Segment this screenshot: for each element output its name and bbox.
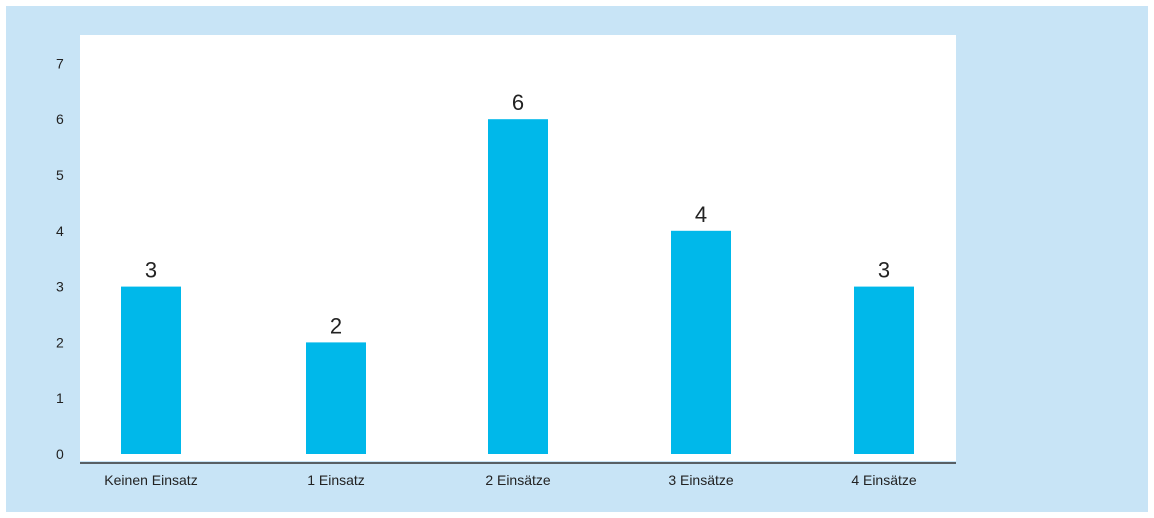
y-tick-label: 1 bbox=[56, 390, 64, 406]
x-category-label: Keinen Einsatz bbox=[104, 472, 197, 488]
data-label: 2 bbox=[330, 313, 342, 338]
data-label: 3 bbox=[145, 258, 157, 283]
bar bbox=[854, 286, 914, 454]
data-label: 3 bbox=[878, 258, 890, 283]
data-label: 4 bbox=[695, 202, 707, 227]
y-tick-label: 3 bbox=[56, 279, 64, 295]
y-tick-label: 6 bbox=[56, 111, 64, 127]
bar bbox=[306, 342, 366, 454]
y-axis-ticks: 0 1 2 3 4 5 6 7 bbox=[56, 55, 64, 462]
bar-chart: 0 1 2 3 4 5 6 7 3 2 6 4 3 Keinen Einsatz 1 Einsatz 2 … bbox=[56, 35, 956, 488]
bars-group bbox=[121, 119, 914, 454]
x-category-label: 3 Einsätze bbox=[668, 472, 734, 488]
data-label: 6 bbox=[512, 90, 524, 115]
y-tick-label: 7 bbox=[56, 55, 64, 71]
category-labels-group: Keinen Einsatz 1 Einsatz 2 Einsätze 3 Einsä… bbox=[104, 472, 917, 488]
bar bbox=[671, 230, 731, 454]
bar bbox=[121, 286, 181, 454]
x-category-label: 1 Einsatz bbox=[307, 472, 365, 488]
data-labels-group: 3 2 6 4 3 bbox=[145, 90, 890, 338]
y-tick-label: 0 bbox=[56, 446, 64, 462]
chart-frame: 0 1 2 3 4 5 6 7 3 2 6 4 3 Keinen Einsatz 1 Einsatz 2 … bbox=[6, 6, 1148, 512]
x-category-label: 2 Einsätze bbox=[485, 472, 551, 488]
x-category-label: 4 Einsätze bbox=[851, 472, 917, 488]
bar bbox=[488, 119, 548, 454]
y-tick-label: 2 bbox=[56, 334, 64, 350]
y-tick-label: 5 bbox=[56, 167, 64, 183]
y-tick-label: 4 bbox=[56, 223, 64, 239]
